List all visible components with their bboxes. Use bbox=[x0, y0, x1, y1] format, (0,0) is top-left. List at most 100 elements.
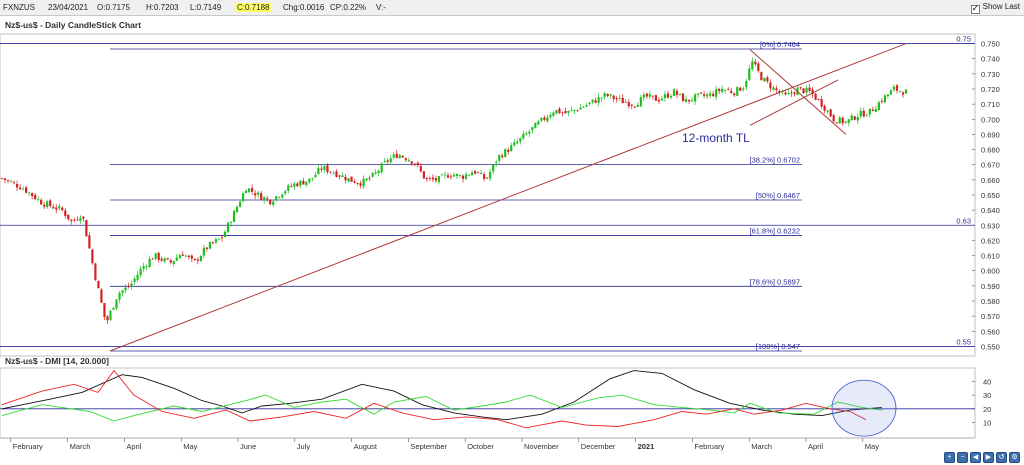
candle-body bbox=[136, 274, 139, 280]
candle-body bbox=[748, 68, 751, 81]
candle-body bbox=[440, 174, 444, 176]
scroll-left-icon[interactable]: ◀ bbox=[970, 452, 981, 463]
candle-body bbox=[546, 117, 549, 122]
candle-body bbox=[612, 95, 615, 100]
candle-body bbox=[730, 90, 733, 93]
candle-body bbox=[91, 249, 94, 264]
price-y-tick: 0.690 bbox=[981, 130, 1000, 139]
candle-body bbox=[464, 174, 468, 179]
candle-body bbox=[12, 182, 16, 184]
candle-body bbox=[142, 266, 145, 269]
candle-body bbox=[133, 278, 136, 283]
candle-body bbox=[477, 172, 480, 174]
candle-body bbox=[6, 180, 10, 182]
scroll-right-icon[interactable]: ▶ bbox=[983, 452, 994, 463]
horizontal-level-label: 0.55 bbox=[956, 337, 971, 346]
candle-body bbox=[169, 260, 172, 263]
candle-body bbox=[281, 194, 284, 198]
candle-body bbox=[579, 107, 582, 110]
chart-navigation: + − ◀ ▶ ↺ ⚙ bbox=[944, 452, 1020, 463]
candle-body bbox=[308, 178, 311, 183]
dmi-series-line bbox=[1, 369, 867, 429]
candle-body bbox=[603, 93, 606, 97]
candle-body bbox=[633, 106, 636, 108]
candle-body bbox=[672, 89, 676, 96]
price-y-tick: 0.720 bbox=[981, 85, 1000, 94]
candle-body bbox=[58, 206, 61, 209]
candle-body bbox=[699, 92, 703, 94]
candle-body bbox=[413, 163, 416, 165]
candle-body bbox=[118, 292, 121, 300]
reset-icon[interactable]: ↺ bbox=[996, 452, 1007, 463]
dmi-series-line bbox=[1, 370, 883, 421]
candle-body bbox=[392, 154, 395, 158]
dmi-y-tick: 10 bbox=[983, 418, 991, 427]
change-value: Chg:0.0016 bbox=[283, 3, 325, 12]
candle-body bbox=[214, 239, 218, 243]
candle-body bbox=[648, 94, 651, 97]
candle-body bbox=[21, 188, 25, 190]
candle-body bbox=[305, 181, 308, 186]
candle-body bbox=[247, 188, 251, 193]
candle-body bbox=[724, 89, 727, 91]
low-value: L:0.7149 bbox=[190, 3, 222, 12]
candle-body bbox=[573, 109, 576, 111]
trendline bbox=[749, 79, 839, 126]
candle-body bbox=[232, 210, 236, 222]
candle-body bbox=[124, 287, 127, 291]
candle-body bbox=[34, 194, 37, 200]
candle-body bbox=[868, 108, 871, 115]
show-last-label: Show Last bbox=[982, 2, 1020, 11]
candle-body bbox=[793, 92, 796, 95]
candle-body bbox=[745, 81, 748, 88]
candle-body bbox=[507, 149, 510, 152]
candle-body bbox=[591, 99, 594, 103]
candle-body bbox=[853, 116, 856, 120]
price-y-tick: 0.620 bbox=[981, 236, 1000, 245]
x-axis-label: August bbox=[354, 442, 378, 451]
candle-body bbox=[284, 191, 287, 194]
candle-body bbox=[757, 63, 760, 71]
candle-body bbox=[892, 86, 896, 90]
candle-body bbox=[52, 206, 55, 209]
candle-body bbox=[49, 200, 52, 207]
candle-body bbox=[639, 97, 642, 107]
candle-body bbox=[272, 201, 275, 205]
price-y-tick: 0.740 bbox=[981, 55, 1000, 64]
candle-body bbox=[820, 99, 823, 107]
candle-body bbox=[693, 94, 697, 102]
candle-body bbox=[287, 185, 290, 191]
dmi-plot-area bbox=[0, 367, 976, 439]
candle-body bbox=[703, 94, 706, 96]
candle-body bbox=[769, 82, 772, 89]
candle-body bbox=[241, 193, 245, 202]
candle-body bbox=[751, 61, 754, 70]
trendline bbox=[109, 43, 907, 352]
candle-body bbox=[582, 106, 585, 108]
candle-body bbox=[684, 98, 688, 102]
candle-body bbox=[428, 177, 431, 179]
candle-body bbox=[431, 177, 435, 180]
candle-body bbox=[739, 87, 742, 91]
x-axis-label: October bbox=[467, 442, 494, 451]
candle-body bbox=[190, 255, 193, 259]
candle-body bbox=[389, 158, 392, 163]
high-value: H:0.7203 bbox=[146, 3, 179, 12]
candle-body bbox=[422, 171, 425, 179]
price-y-tick: 0.660 bbox=[981, 176, 1000, 185]
zoom-in-icon[interactable]: + bbox=[944, 452, 955, 463]
candle-body bbox=[347, 178, 350, 182]
show-last-toggle[interactable]: Show Last bbox=[970, 2, 1020, 14]
candle-body bbox=[558, 108, 561, 114]
show-last-checkbox[interactable] bbox=[970, 3, 980, 14]
zoom-out-icon[interactable]: − bbox=[957, 452, 968, 463]
x-axis-label: 2021 bbox=[638, 442, 655, 451]
candle-body bbox=[808, 87, 811, 91]
candle-body bbox=[263, 197, 266, 201]
candle-body bbox=[645, 93, 648, 97]
settings-icon[interactable]: ⚙ bbox=[1009, 452, 1020, 463]
candle-body bbox=[709, 93, 712, 96]
x-axis-label: May bbox=[865, 442, 879, 451]
candle-body bbox=[205, 247, 209, 249]
candle-body bbox=[817, 98, 820, 100]
